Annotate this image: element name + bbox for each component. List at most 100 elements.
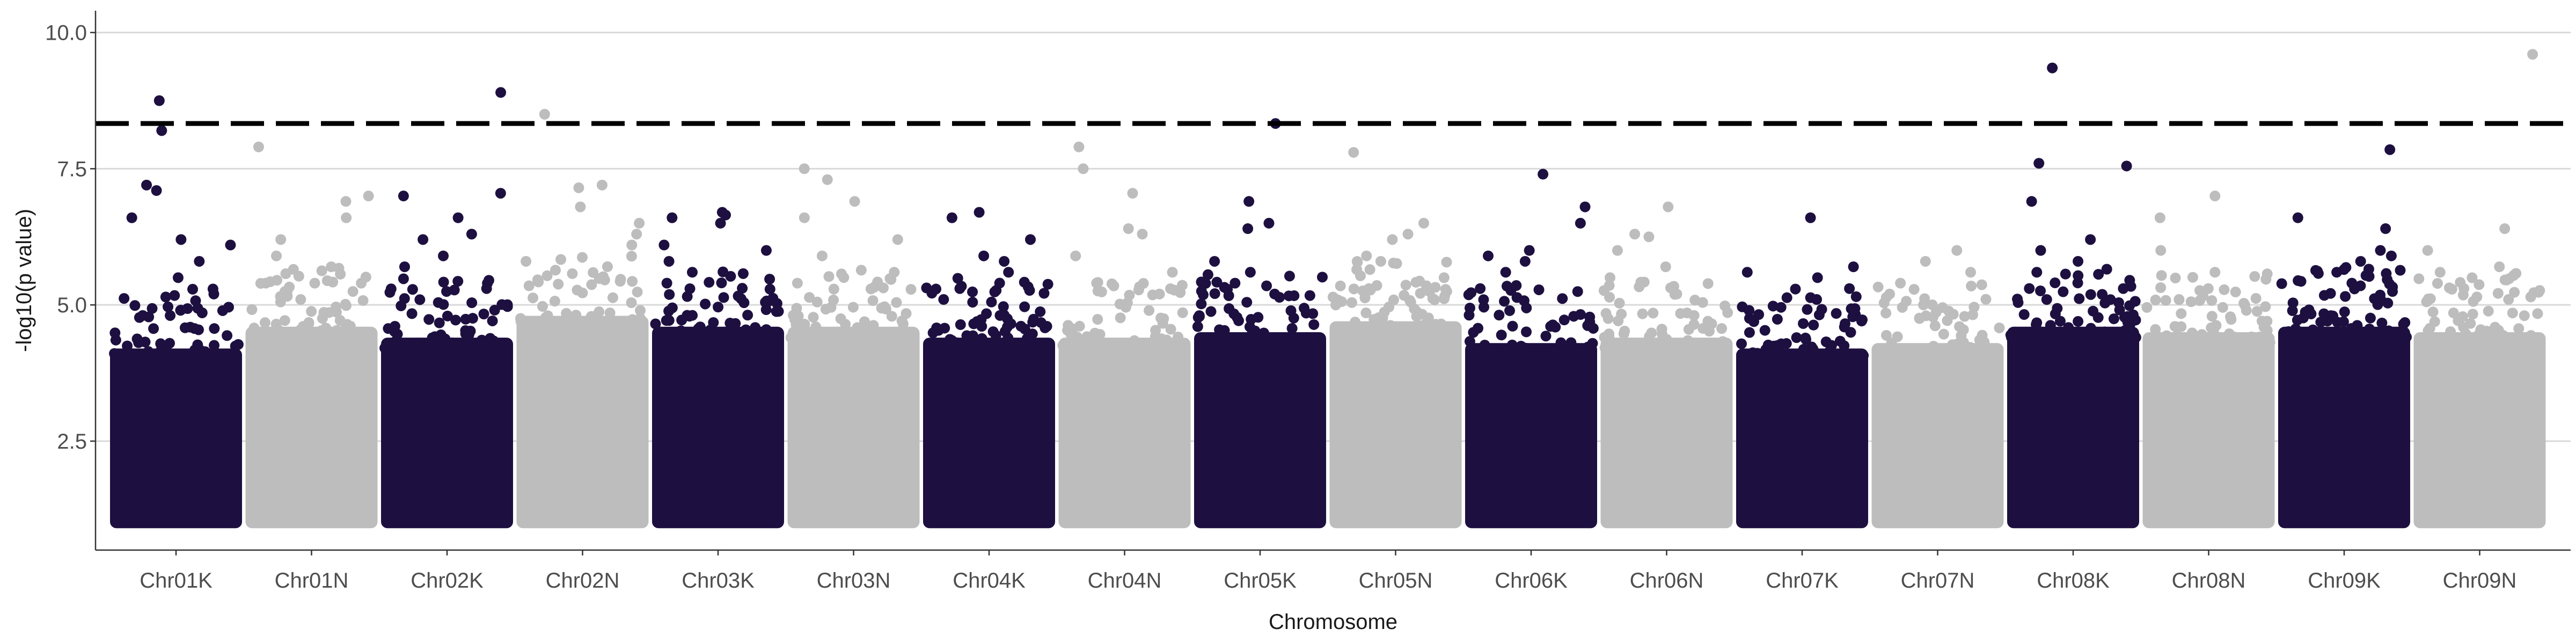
top-point-Chr08K-4	[2085, 234, 2096, 245]
top-point-Chr01K-2	[141, 179, 152, 191]
top-point-Chr02N-4	[634, 217, 645, 229]
top-point-Chr05N-6	[1438, 272, 1450, 283]
top-point-Chr07K-5	[1811, 294, 1823, 305]
dense-points-Chr05K	[1194, 332, 1326, 529]
top-point-Chr07K-0	[1805, 212, 1816, 223]
point	[1040, 322, 1051, 333]
point	[1464, 302, 1475, 313]
point	[771, 298, 782, 309]
point	[2250, 292, 2262, 304]
point	[2194, 295, 2205, 306]
point	[466, 297, 478, 309]
point	[1018, 339, 1029, 350]
point	[2477, 334, 2489, 346]
point	[2093, 269, 2104, 280]
point	[1057, 340, 1069, 351]
point	[2073, 316, 2084, 327]
top-point-Chr06N-3	[1612, 245, 1623, 256]
data-points	[109, 49, 2546, 529]
point	[2492, 288, 2504, 299]
point	[1878, 297, 1890, 309]
point	[182, 303, 193, 314]
point	[321, 275, 333, 286]
point	[2365, 312, 2376, 324]
point	[528, 292, 539, 304]
point	[2124, 275, 2135, 286]
point	[650, 318, 661, 330]
x-tick-label-Chr04K: Chr04K	[953, 569, 1026, 592]
point	[1346, 297, 1357, 308]
point	[1223, 290, 1234, 302]
point	[499, 338, 510, 349]
point	[838, 272, 850, 283]
point	[1027, 317, 1038, 328]
point	[2427, 306, 2439, 318]
point	[1788, 350, 1799, 362]
point	[986, 296, 997, 308]
x-tick-label-Chr02K: Chr02K	[411, 569, 484, 592]
top-point-Chr07K-4	[1844, 283, 1855, 294]
point	[2335, 332, 2346, 343]
top-point-Chr09K-7	[2346, 277, 2358, 289]
top-point-Chr02K-2	[398, 191, 409, 202]
point	[1504, 305, 1516, 316]
point	[627, 276, 638, 287]
top-point-Chr02N-2	[573, 182, 584, 193]
top-point-Chr04K-6	[954, 283, 965, 294]
point	[413, 338, 424, 349]
point	[2156, 270, 2167, 281]
point	[994, 310, 1006, 321]
point	[567, 268, 578, 279]
point	[905, 284, 917, 295]
point	[1902, 348, 1913, 359]
point	[840, 319, 851, 330]
point	[251, 326, 262, 337]
point	[1688, 310, 1700, 321]
point	[1360, 308, 1372, 319]
point	[1747, 347, 1759, 358]
top-point-Chr03K-7	[686, 267, 698, 278]
point	[1892, 331, 1903, 342]
point	[599, 274, 610, 286]
point	[1108, 280, 1119, 291]
point	[898, 328, 909, 340]
point	[2309, 332, 2320, 343]
top-point-Chr09N-0	[2527, 49, 2538, 60]
point	[2206, 295, 2218, 306]
point	[187, 283, 199, 295]
point	[1928, 341, 1939, 352]
point	[295, 324, 306, 335]
point	[1019, 301, 1030, 312]
point	[1959, 311, 1970, 322]
point	[440, 334, 451, 345]
point	[179, 322, 191, 333]
point	[555, 320, 567, 332]
point	[2328, 310, 2339, 321]
point	[169, 290, 180, 301]
point	[1176, 280, 1188, 291]
point	[788, 310, 799, 321]
point	[2287, 305, 2298, 316]
top-point-Chr08K-0	[2047, 62, 2058, 74]
point	[1772, 340, 1783, 351]
point	[1850, 309, 1861, 320]
point	[1062, 325, 1073, 336]
point	[1880, 330, 1892, 341]
point	[2122, 332, 2133, 343]
x-tick-label-Chr09N: Chr09N	[2443, 569, 2517, 592]
dense-points-Chr09K	[2278, 326, 2410, 529]
point	[1211, 276, 1223, 288]
point	[293, 270, 304, 282]
point	[2046, 332, 2058, 343]
top-point-Chr08N-5	[2174, 294, 2185, 305]
point	[1575, 309, 1586, 320]
point	[1233, 315, 1245, 326]
point	[1363, 322, 1374, 333]
point	[314, 331, 326, 342]
x-tick-label-Chr08N: Chr08N	[2172, 569, 2246, 592]
point	[2516, 338, 2528, 349]
point	[1547, 319, 1558, 331]
point	[989, 286, 1000, 297]
x-tick-label-Chr01K: Chr01K	[140, 569, 213, 592]
x-tick-label-Chr01N: Chr01N	[275, 569, 349, 592]
